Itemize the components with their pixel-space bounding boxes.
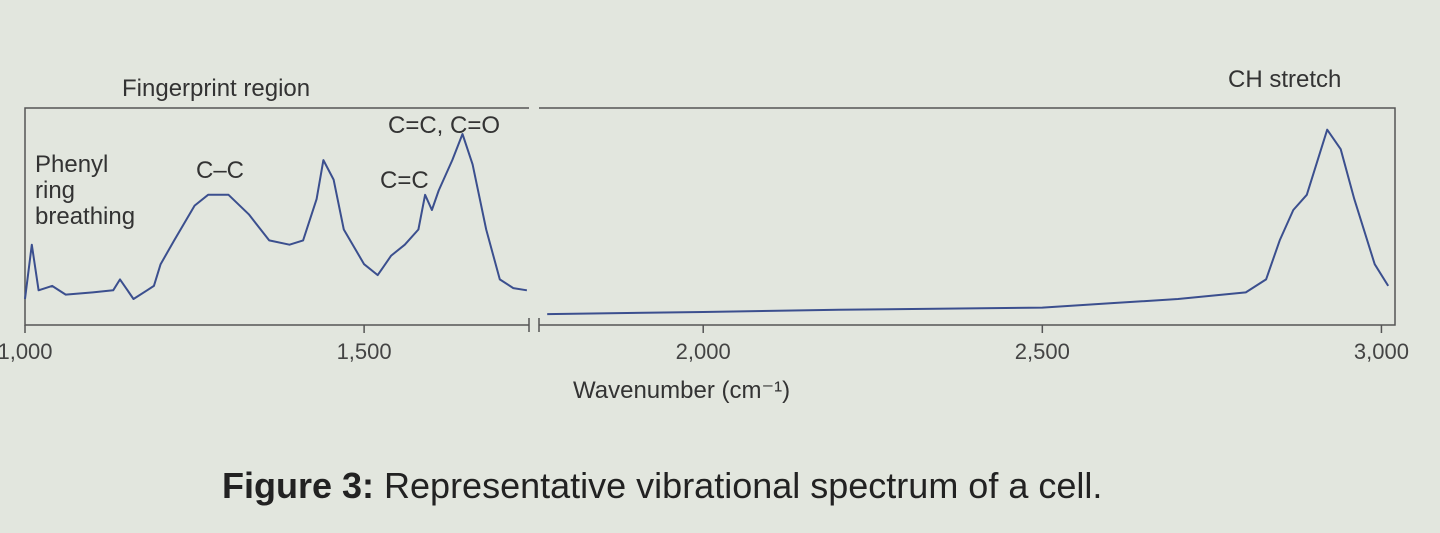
axis-break (529, 100, 539, 335)
x-axis-label: Wavenumber (cm⁻¹) (573, 377, 791, 404)
x-tick-label: 3,000 (1353, 339, 1409, 364)
caption-label: Figure 3: (222, 465, 375, 506)
region-label: Fingerprint region (122, 75, 311, 102)
annotation: C=C, C=O (388, 112, 501, 139)
x-tick-label: 2,000 (675, 339, 731, 364)
x-tick-label: 1,500 (336, 339, 392, 364)
caption-text: Representative vibrational spectrum of a… (384, 465, 1103, 506)
x-tick-label: 1,000 (0, 339, 53, 364)
x-tick-label: 2,500 (1014, 339, 1070, 364)
caption: Figure 3: Representative vibrational spe… (222, 466, 1102, 506)
annotation: C–C (196, 157, 245, 184)
region-label: CH stretch (1228, 66, 1342, 93)
plot-frame (24, 107, 1396, 326)
annotation: C=C (380, 167, 429, 194)
annotation: Phenyl ring breathing (35, 151, 136, 230)
spectrum-line (24, 128, 1390, 316)
